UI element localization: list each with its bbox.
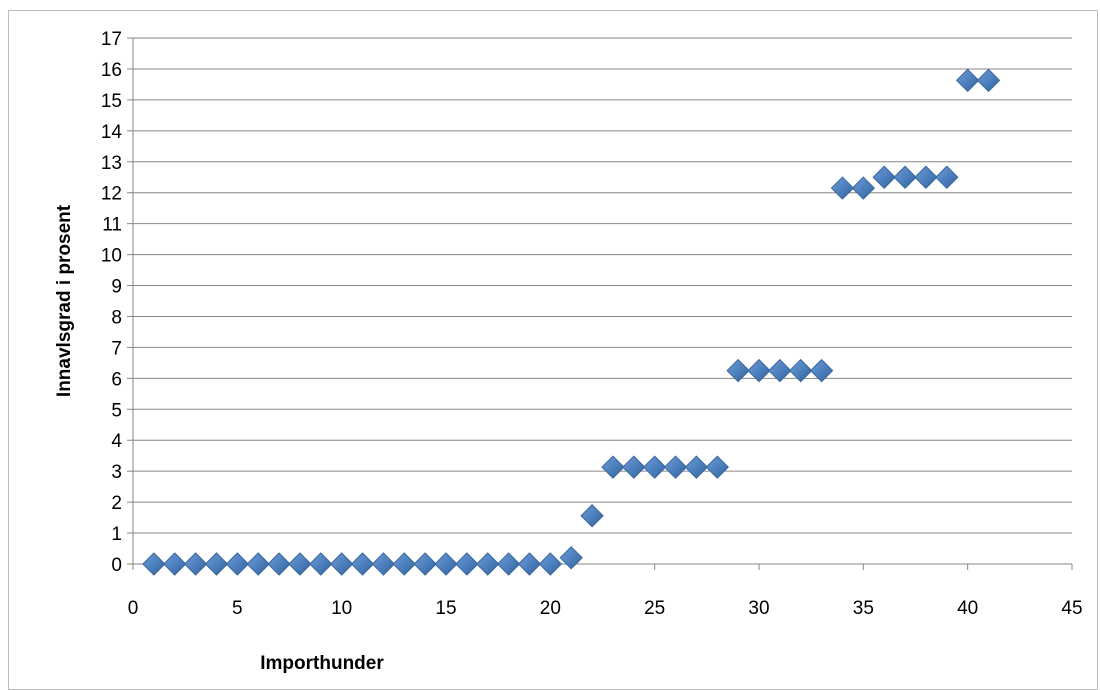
y-tick-label: 6 — [111, 369, 122, 390]
y-tick-label: 8 — [111, 307, 122, 328]
data-point — [246, 552, 270, 576]
x-tick-label: 10 — [331, 598, 352, 619]
y-tick-label: 3 — [111, 462, 122, 483]
data-point — [496, 552, 521, 576]
data-point — [225, 552, 250, 576]
axes — [127, 37, 1073, 570]
data-point — [350, 552, 375, 576]
data-point — [747, 358, 771, 383]
data-point — [893, 165, 917, 189]
data-point — [976, 68, 1001, 93]
x-tick-label: 45 — [1061, 598, 1082, 619]
data-point — [329, 552, 354, 576]
data-point — [517, 552, 542, 576]
x-tick-label: 15 — [435, 598, 456, 619]
data-point — [309, 552, 333, 576]
data-point — [622, 455, 646, 479]
y-axis-title: Innavlsgrad i prosent — [54, 204, 75, 397]
data-point — [288, 552, 312, 576]
data-point — [183, 552, 208, 576]
data-point — [371, 552, 396, 576]
data-point — [955, 68, 980, 93]
data-point — [851, 176, 876, 200]
data-point — [663, 455, 688, 479]
data-point — [413, 552, 437, 576]
gridlines — [133, 37, 1072, 534]
data-point — [538, 552, 563, 576]
data-point — [476, 552, 500, 576]
data-point — [872, 165, 896, 189]
data-point — [768, 358, 792, 383]
y-tick-label: 1 — [111, 524, 122, 545]
data-points — [142, 68, 1001, 576]
y-tick-label: 13 — [101, 153, 122, 174]
data-point — [726, 358, 750, 383]
data-point — [580, 504, 604, 528]
y-tick-label: 5 — [111, 400, 122, 421]
y-tick-label: 7 — [111, 338, 122, 359]
data-point — [434, 552, 458, 576]
x-tick-label: 40 — [957, 598, 978, 619]
x-tick-label: 0 — [128, 598, 139, 619]
x-axis-title: Importhunder — [260, 653, 384, 674]
x-tick-label: 35 — [853, 598, 874, 619]
y-tick-label: 16 — [101, 60, 122, 81]
y-tick-label: 4 — [111, 431, 122, 452]
x-tick-label: 5 — [232, 598, 243, 619]
data-point — [267, 552, 291, 576]
data-point — [789, 358, 813, 383]
y-tick-label: 10 — [101, 246, 122, 267]
data-point — [142, 552, 166, 576]
y-tick-label: 14 — [101, 122, 123, 143]
data-point — [705, 455, 729, 479]
data-point — [163, 552, 187, 576]
y-tick-label: 2 — [111, 493, 122, 514]
data-point — [601, 455, 625, 479]
y-tick-label: 17 — [101, 29, 122, 50]
y-tick-label: 9 — [111, 277, 122, 298]
data-point — [392, 552, 416, 576]
data-point — [559, 546, 583, 570]
data-point — [204, 552, 229, 576]
data-point — [455, 552, 479, 576]
y-tick-label: 11 — [102, 215, 122, 236]
x-tick-label: 20 — [540, 598, 561, 619]
y-tick-label: 12 — [101, 184, 122, 205]
y-tick-label: 15 — [101, 91, 122, 112]
data-point — [830, 176, 855, 200]
x-tick-label: 30 — [748, 598, 769, 619]
data-point — [642, 455, 667, 479]
data-point — [809, 358, 834, 383]
y-tick-label: 0 — [111, 555, 122, 576]
data-point — [914, 165, 938, 189]
x-tick-label: 25 — [644, 598, 665, 619]
data-point — [684, 455, 709, 479]
data-point — [935, 165, 959, 189]
